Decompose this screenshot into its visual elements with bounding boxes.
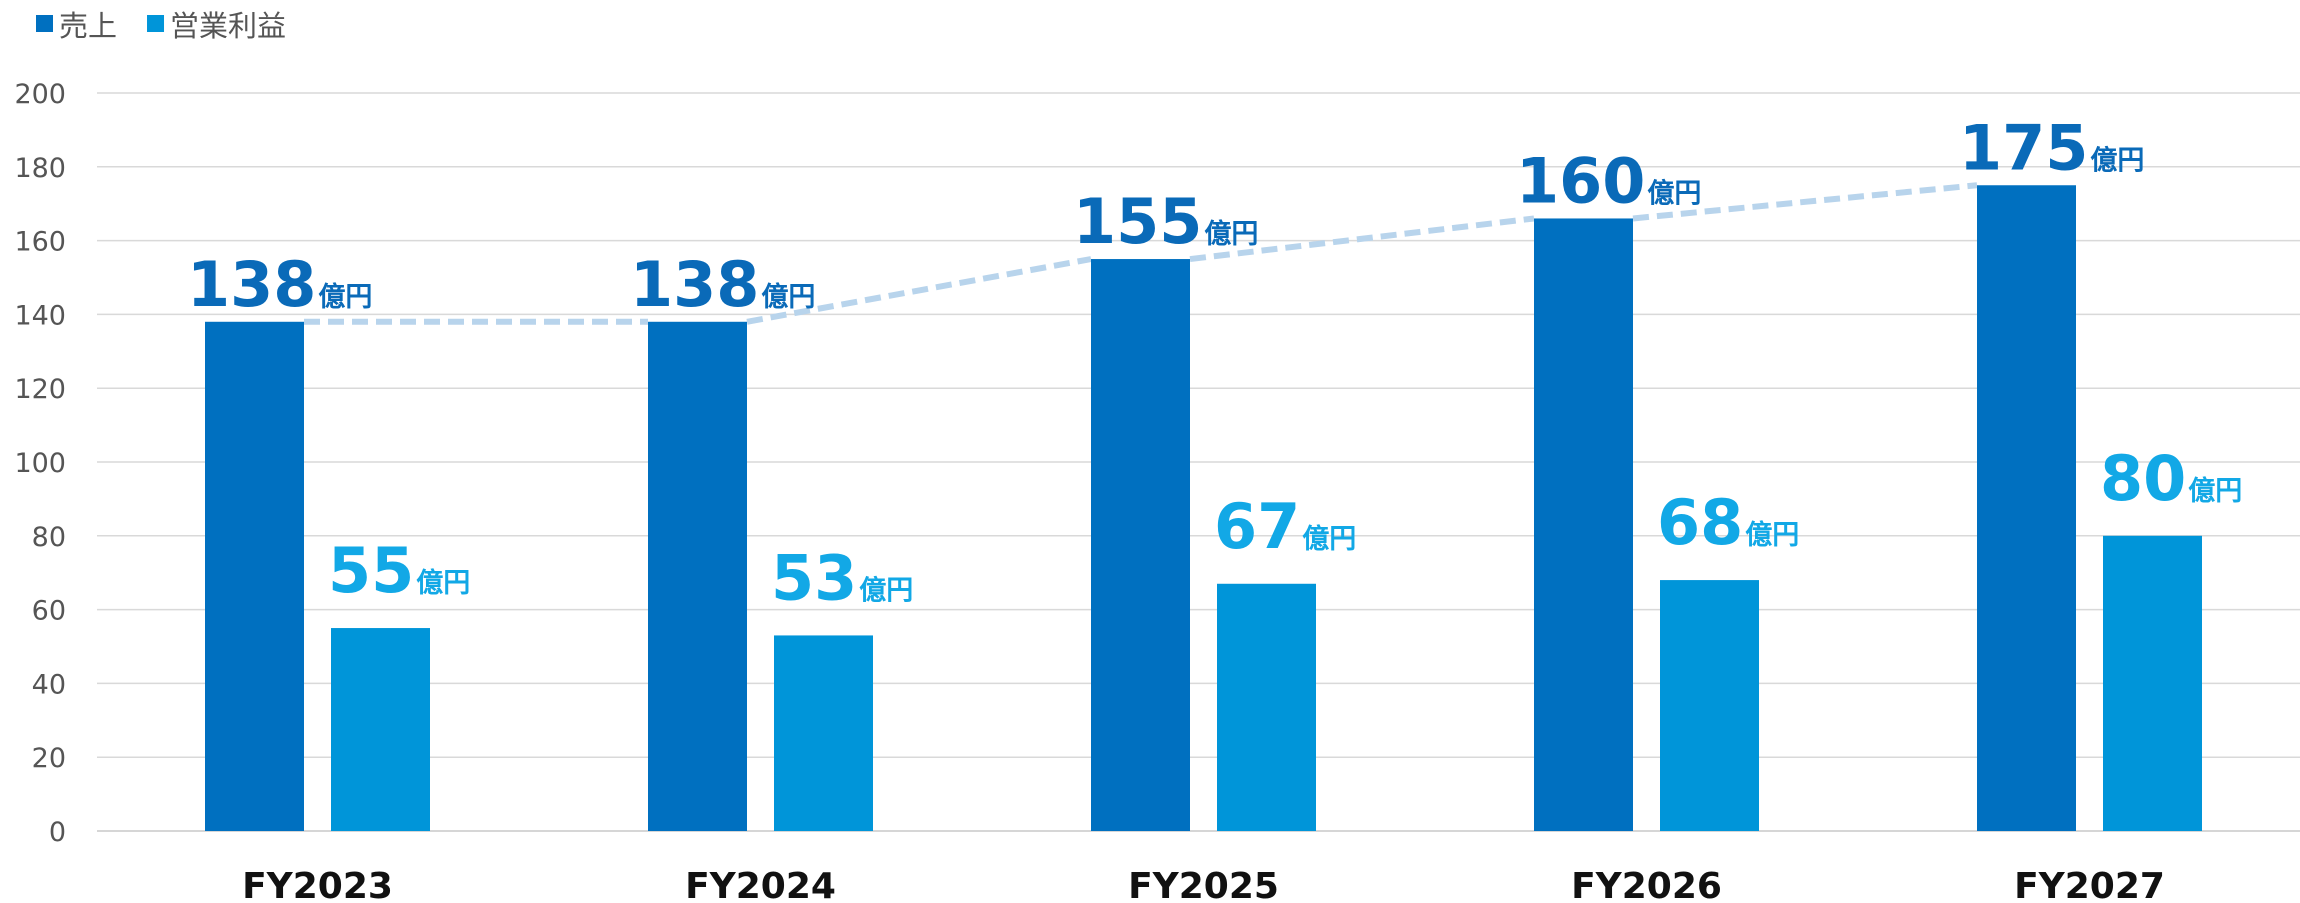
data-label-value: 138 bbox=[630, 248, 759, 321]
axis-layer: 0 20 40 60 80 100 120 140 160 180 200 FY2023 FY2024 F… bbox=[14, 79, 2164, 903]
y-tick-label: 100 bbox=[14, 448, 66, 479]
data-label-unit: 億円 bbox=[761, 282, 815, 313]
y-tick-label: 40 bbox=[32, 669, 66, 700]
data-label-value: 80 bbox=[2100, 442, 2186, 515]
y-tick-label: 180 bbox=[14, 153, 66, 184]
x-category-label: FY2026 bbox=[1571, 866, 1722, 903]
bar-operating-profit bbox=[1660, 580, 1759, 831]
data-label-unit: 億円 bbox=[318, 282, 372, 313]
data-label-value: 68 bbox=[1657, 486, 1743, 559]
trend-line-segment bbox=[1632, 182, 1978, 222]
data-label-value: 175 bbox=[1959, 111, 2088, 184]
bar-operating-profit bbox=[1217, 583, 1316, 831]
data-label: 67億円 bbox=[1214, 490, 1356, 563]
data-label: 160億円 bbox=[1516, 144, 1701, 217]
data-label-unit: 億円 bbox=[1745, 520, 1799, 551]
x-category-label: FY2024 bbox=[685, 866, 836, 903]
bar-sales bbox=[1534, 218, 1633, 831]
bar-layer bbox=[205, 185, 2202, 831]
data-label: 55億円 bbox=[328, 534, 470, 607]
x-category-label: FY2023 bbox=[242, 866, 393, 903]
bar-sales bbox=[205, 321, 304, 831]
x-category-label: FY2027 bbox=[2014, 866, 2165, 903]
data-label-unit: 億円 bbox=[2090, 145, 2144, 176]
y-tick-label: 140 bbox=[14, 300, 66, 331]
data-label: 80億円 bbox=[2100, 442, 2242, 515]
y-tick-label: 0 bbox=[49, 817, 66, 848]
data-label-value: 55 bbox=[328, 534, 414, 607]
legend-swatch bbox=[147, 15, 165, 32]
legend: 売上 営業利益 bbox=[36, 9, 286, 43]
data-label: 68億円 bbox=[1657, 486, 1799, 559]
y-tick-label: 80 bbox=[32, 522, 66, 553]
data-label-unit: 億円 bbox=[1647, 178, 1701, 209]
grid-layer bbox=[97, 92, 2300, 832]
data-label-value: 160 bbox=[1516, 144, 1645, 217]
data-label-value: 138 bbox=[187, 248, 316, 321]
data-label: 155億円 bbox=[1073, 185, 1258, 258]
bar-sales bbox=[1977, 185, 2076, 831]
y-tick-label: 200 bbox=[14, 79, 66, 110]
y-tick-label: 60 bbox=[32, 596, 66, 627]
data-label-unit: 億円 bbox=[2188, 476, 2242, 507]
data-label-unit: 億円 bbox=[416, 568, 470, 599]
data-label: 175億円 bbox=[1959, 111, 2144, 184]
trend-layer bbox=[304, 182, 1978, 325]
legend-label: 営業利益 bbox=[170, 9, 286, 43]
data-label-unit: 億円 bbox=[1302, 524, 1356, 555]
bar-operating-profit bbox=[2103, 535, 2202, 831]
data-label: 53億円 bbox=[771, 541, 913, 614]
trend-line-segment bbox=[746, 256, 1092, 325]
y-tick-label: 20 bbox=[32, 743, 66, 774]
y-tick-label: 160 bbox=[14, 227, 66, 258]
bar-sales bbox=[648, 321, 747, 831]
data-label-value: 53 bbox=[771, 541, 857, 614]
data-label: 138億円 bbox=[630, 248, 815, 321]
data-label-unit: 億円 bbox=[1204, 219, 1258, 250]
x-category-label: FY2025 bbox=[1128, 866, 1279, 903]
data-label-unit: 億円 bbox=[859, 575, 913, 606]
legend-swatch bbox=[36, 15, 53, 32]
y-tick-label: 120 bbox=[14, 374, 66, 405]
bar-operating-profit bbox=[774, 635, 873, 831]
legend-label: 売上 bbox=[59, 9, 117, 43]
data-label-value: 155 bbox=[1073, 185, 1202, 258]
trend-line-segment bbox=[1189, 215, 1535, 263]
data-label: 138億円 bbox=[187, 248, 372, 321]
bar-operating-profit bbox=[331, 628, 430, 831]
data-label-value: 67 bbox=[1214, 490, 1300, 563]
bar-sales bbox=[1091, 259, 1190, 831]
